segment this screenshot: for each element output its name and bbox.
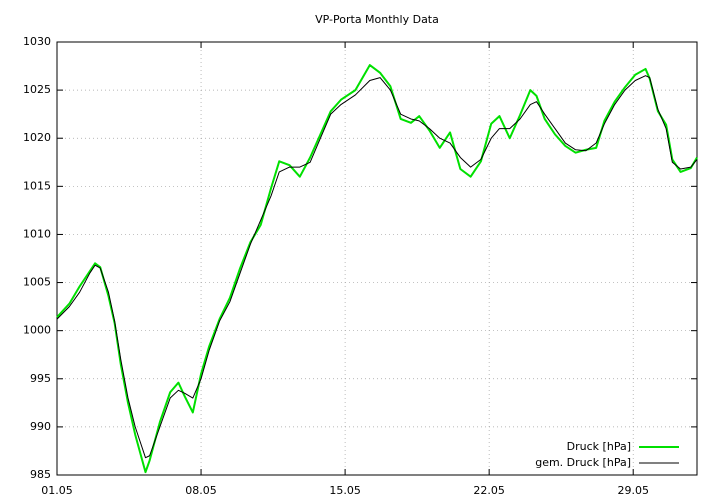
y-tick-label: 1020: [23, 131, 51, 144]
y-tick-label: 985: [30, 468, 51, 481]
y-tick-label: 1025: [23, 83, 51, 96]
legend-label: gem. Druck [hPa]: [535, 456, 631, 469]
data-line: [56, 75, 698, 459]
y-tick-label: 1010: [23, 227, 51, 240]
x-tick-label: 29.05: [617, 484, 649, 497]
y-tick-label: 1015: [23, 179, 51, 192]
plot-frame: [56, 41, 698, 476]
legend-label: Druck [hPa]: [567, 440, 631, 453]
y-tick-label: 1005: [23, 276, 51, 289]
y-tick-label: 990: [30, 420, 51, 433]
data-line: [56, 64, 698, 474]
y-tick-label: 1000: [23, 324, 51, 337]
y-tick-label: 995: [30, 372, 51, 385]
x-tick-label: 15.05: [329, 484, 361, 497]
x-tick-label: 22.05: [473, 484, 505, 497]
x-tick-label: 01.05: [41, 484, 73, 497]
x-tick-label: 08.05: [185, 484, 217, 497]
y-tick-label: 1030: [23, 35, 51, 48]
chart-title: VP-Porta Monthly Data: [315, 13, 439, 26]
